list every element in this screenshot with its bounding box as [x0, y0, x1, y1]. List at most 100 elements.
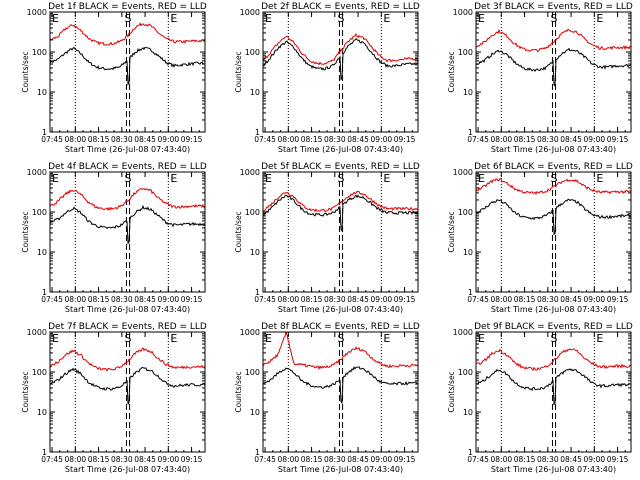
plot-frame	[262, 11, 419, 133]
x-axis-label: Start Time (26-Jul-08 07:43:40)	[65, 305, 190, 314]
marker-label-s: S	[551, 12, 558, 25]
x-tick-label: 09:15	[394, 455, 416, 464]
marker-label-e-left: E	[52, 172, 59, 185]
marker-label-e-right: E	[383, 332, 390, 345]
y-tick-label: 1000	[27, 8, 47, 17]
x-tick-label: 08:15	[88, 455, 110, 464]
marker-label-e-right: E	[170, 332, 177, 345]
x-tick-label: 08:15	[301, 295, 323, 304]
y-tick-label: 1	[255, 288, 260, 297]
x-tick-label: 08:15	[514, 295, 536, 304]
events-series-line	[50, 204, 205, 245]
y-tick-label: 1000	[27, 168, 47, 177]
x-tick-label: 09:15	[607, 135, 629, 144]
x-tick-label: 08:30	[324, 135, 346, 144]
y-tick-label: 1000	[453, 168, 473, 177]
x-tick-label: 08:15	[301, 135, 323, 144]
x-tick-label: 09:00	[371, 295, 393, 304]
x-tick-label: 09:15	[607, 455, 629, 464]
y-tick-label: 10	[37, 408, 47, 417]
x-tick-label: 08:00	[278, 455, 300, 464]
x-tick-label: 09:00	[158, 135, 180, 144]
y-tick-label: 100	[245, 48, 260, 57]
marker-label-e-left: E	[265, 172, 272, 185]
y-tick-label: 10	[250, 248, 260, 257]
marker-label-e-left: E	[265, 12, 272, 25]
y-tick-label: 100	[458, 48, 473, 57]
y-axis-label: Counts/sec	[234, 371, 243, 412]
lld-series-line	[263, 32, 418, 66]
x-tick-label: 09:00	[584, 455, 606, 464]
x-tick-label: 08:00	[65, 295, 87, 304]
x-tick-label: 09:15	[181, 295, 203, 304]
y-tick-label: 1	[468, 128, 473, 137]
marker-label-s: S	[338, 332, 345, 345]
x-tick-label: 07:45	[254, 135, 276, 144]
marker-label-s: S	[125, 12, 132, 25]
marker-label-e-left: E	[478, 332, 485, 345]
y-axis-label: Counts/sec	[447, 211, 456, 252]
x-tick-label: 08:00	[278, 135, 300, 144]
x-tick-label: 09:15	[181, 135, 203, 144]
x-tick-label: 08:15	[88, 295, 110, 304]
y-tick-label: 1	[42, 288, 47, 297]
y-tick-label: 1000	[240, 328, 260, 337]
marker-label-e-right: E	[596, 12, 603, 25]
x-tick-label: 07:45	[467, 135, 489, 144]
x-tick-label: 09:00	[371, 455, 393, 464]
marker-label-e-right: E	[170, 172, 177, 185]
lld-series-line	[50, 187, 205, 211]
lld-series-line	[50, 347, 205, 372]
x-tick-label: 08:45	[134, 295, 156, 304]
y-tick-label: 10	[250, 88, 260, 97]
x-tick-label: 09:00	[158, 455, 180, 464]
events-series-line	[476, 198, 631, 235]
plot-frame	[49, 11, 206, 133]
marker-label-s: S	[551, 332, 558, 345]
x-tick-label: 07:45	[467, 455, 489, 464]
lld-series-line	[263, 332, 418, 371]
y-axis-label: Counts/sec	[447, 51, 456, 92]
y-axis-label: Counts/sec	[234, 51, 243, 92]
y-tick-label: 10	[37, 88, 47, 97]
y-tick-label: 1	[42, 128, 47, 137]
x-axis-label: Start Time (26-Jul-08 07:43:40)	[278, 145, 403, 154]
panel-title: Det 2f BLACK = Events, RED = LLD	[261, 2, 420, 12]
x-tick-label: 07:45	[467, 295, 489, 304]
x-tick-label: 08:30	[324, 455, 346, 464]
x-tick-label: 07:45	[254, 295, 276, 304]
lld-series-line	[263, 190, 418, 213]
marker-label-e-right: E	[596, 332, 603, 345]
marker-label-e-right: E	[383, 12, 390, 25]
x-tick-label: 08:15	[88, 135, 110, 144]
y-tick-label: 10	[250, 408, 260, 417]
marker-label-e-left: E	[478, 172, 485, 185]
plot-frame	[49, 331, 206, 453]
plot-frame	[262, 171, 419, 293]
x-axis-label: Start Time (26-Jul-08 07:43:40)	[491, 305, 616, 314]
marker-label-e-right: E	[383, 172, 390, 185]
panel-title: Det 8f BLACK = Events, RED = LLD	[261, 322, 420, 332]
y-tick-label: 10	[463, 248, 473, 257]
x-tick-label: 08:30	[537, 135, 559, 144]
y-tick-label: 1	[42, 448, 47, 457]
x-tick-label: 07:45	[41, 135, 63, 144]
y-tick-label: 10	[463, 88, 473, 97]
x-axis-label: Start Time (26-Jul-08 07:43:40)	[65, 465, 190, 474]
panel-title: Det 3f BLACK = Events, RED = LLD	[474, 2, 633, 12]
x-tick-label: 09:15	[394, 295, 416, 304]
x-tick-label: 09:00	[584, 135, 606, 144]
x-tick-label: 08:30	[111, 295, 133, 304]
x-tick-label: 08:00	[65, 135, 87, 144]
x-tick-label: 08:00	[491, 295, 513, 304]
x-tick-label: 07:45	[41, 295, 63, 304]
events-series-line	[263, 366, 418, 405]
x-tick-label: 08:00	[491, 135, 513, 144]
y-tick-label: 1000	[240, 8, 260, 17]
